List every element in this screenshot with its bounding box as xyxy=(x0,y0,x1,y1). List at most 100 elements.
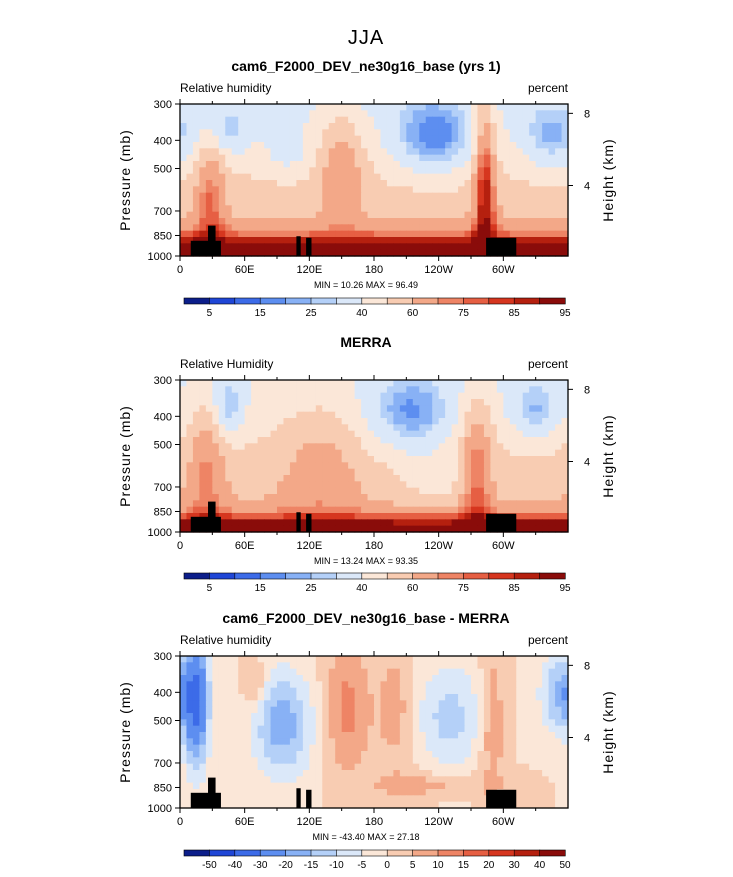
heatmap-cell xyxy=(477,411,485,419)
heatmap-cell xyxy=(399,192,407,200)
heatmap-cell xyxy=(367,725,375,733)
heatmap-cell xyxy=(270,751,278,758)
heatmap-cell xyxy=(212,135,220,143)
heatmap-cell xyxy=(516,462,524,470)
heatmap-cell xyxy=(386,392,394,400)
heatmap-cell xyxy=(302,411,310,419)
heatmap-cell xyxy=(490,732,498,739)
heatmap-cell xyxy=(244,399,252,406)
heatmap-cell xyxy=(438,782,446,790)
heatmap-cell xyxy=(555,801,563,809)
heatmap-cell xyxy=(425,237,433,244)
heatmap-cell xyxy=(322,513,330,520)
heatmap-cell xyxy=(399,249,407,257)
heatmap-cell xyxy=(270,161,278,168)
heatmap-cell xyxy=(205,380,213,387)
heatmap-cell xyxy=(432,116,440,124)
heatmap-cell xyxy=(516,475,524,482)
heatmap-cell xyxy=(283,801,291,809)
heatmap-cell xyxy=(503,192,511,200)
heatmap-cell xyxy=(464,161,472,168)
heatmap-cell xyxy=(238,148,246,156)
heatmap-cell xyxy=(277,116,285,124)
heatmap-cell xyxy=(361,525,369,533)
heatmap-cell xyxy=(555,713,563,720)
heatmap-cell xyxy=(354,230,362,238)
heatmap-cell xyxy=(199,776,207,784)
heatmap-cell xyxy=(451,386,459,394)
heatmap-cell xyxy=(257,713,265,720)
heatmap-cell xyxy=(341,237,349,244)
heatmap-cell xyxy=(483,700,491,708)
heatmap-cell xyxy=(425,418,433,425)
heatmap-cell xyxy=(496,116,504,124)
heatmap-cell xyxy=(432,795,440,803)
heatmap-cell xyxy=(503,180,511,187)
heatmap-cell xyxy=(277,757,285,765)
heatmap-cell xyxy=(180,230,188,238)
heatmap-cell xyxy=(354,449,362,457)
heatmap-cell xyxy=(315,135,323,143)
heatmap-cell xyxy=(393,770,401,777)
heatmap-cell xyxy=(335,142,343,149)
heatmap-cell xyxy=(354,104,362,111)
heatmap-cell xyxy=(561,763,569,771)
heatmap-cell xyxy=(483,224,491,232)
heatmap-cell xyxy=(264,656,272,663)
heatmap-cell xyxy=(438,694,446,701)
panel-variable-label: Relative humidity xyxy=(180,81,271,95)
heatmap-cell xyxy=(328,142,336,149)
heatmap-cell xyxy=(257,782,265,790)
heatmap-cell xyxy=(225,506,233,514)
heatmap-cell xyxy=(542,386,550,394)
heatmap-cell xyxy=(270,795,278,803)
heatmap-cell xyxy=(341,681,349,689)
heatmap-cell xyxy=(464,675,472,682)
heatmap-cell xyxy=(542,424,550,432)
heatmap-cell xyxy=(535,694,543,701)
heatmap-cell xyxy=(477,757,485,765)
heatmap-cell xyxy=(490,104,498,111)
heatmap-cell xyxy=(548,411,556,419)
heatmap-cell xyxy=(386,519,394,527)
heatmap-cell xyxy=(419,167,427,175)
heatmap-cell xyxy=(529,744,537,752)
heatmap-cell xyxy=(529,713,537,720)
heatmap-cell xyxy=(458,180,466,187)
heatmap-cell xyxy=(244,392,252,400)
heatmap-cell xyxy=(555,224,563,232)
heatmap-cell xyxy=(464,142,472,149)
heatmap-cell xyxy=(432,161,440,168)
heatmap-cell xyxy=(315,418,323,425)
heatmap-cell xyxy=(548,475,556,482)
heatmap-cell xyxy=(529,430,537,438)
heatmap-field xyxy=(180,380,569,533)
heatmap-cell xyxy=(561,135,569,143)
colorbar-label: -10 xyxy=(329,860,344,871)
heatmap-cell xyxy=(238,405,246,413)
heatmap-cell xyxy=(296,161,304,168)
heatmap-cell xyxy=(315,224,323,232)
heatmap-cell xyxy=(289,494,297,501)
heatmap-cell xyxy=(412,681,420,689)
heatmap-cell xyxy=(516,243,524,251)
heatmap-cell xyxy=(542,167,550,175)
heatmap-cell xyxy=(180,123,188,130)
heatmap-cell xyxy=(419,230,427,238)
heatmap-cell xyxy=(451,224,459,232)
heatmap-cell xyxy=(561,173,569,181)
heatmap-cell xyxy=(180,110,188,118)
heatmap-cell xyxy=(296,782,304,790)
heatmap-cell xyxy=(199,135,207,143)
heatmap-cell xyxy=(425,211,433,219)
heatmap-cell xyxy=(509,148,517,156)
heatmap-cell xyxy=(192,506,200,514)
heatmap-cell xyxy=(438,142,446,149)
heatmap-cell xyxy=(192,449,200,457)
heatmap-cell xyxy=(374,249,382,257)
x-tick-label: 0 xyxy=(177,540,183,552)
heatmap-cell xyxy=(225,487,233,495)
heatmap-cell xyxy=(490,782,498,790)
colorbar-label: 75 xyxy=(458,583,470,594)
heatmap-cell xyxy=(542,405,550,413)
